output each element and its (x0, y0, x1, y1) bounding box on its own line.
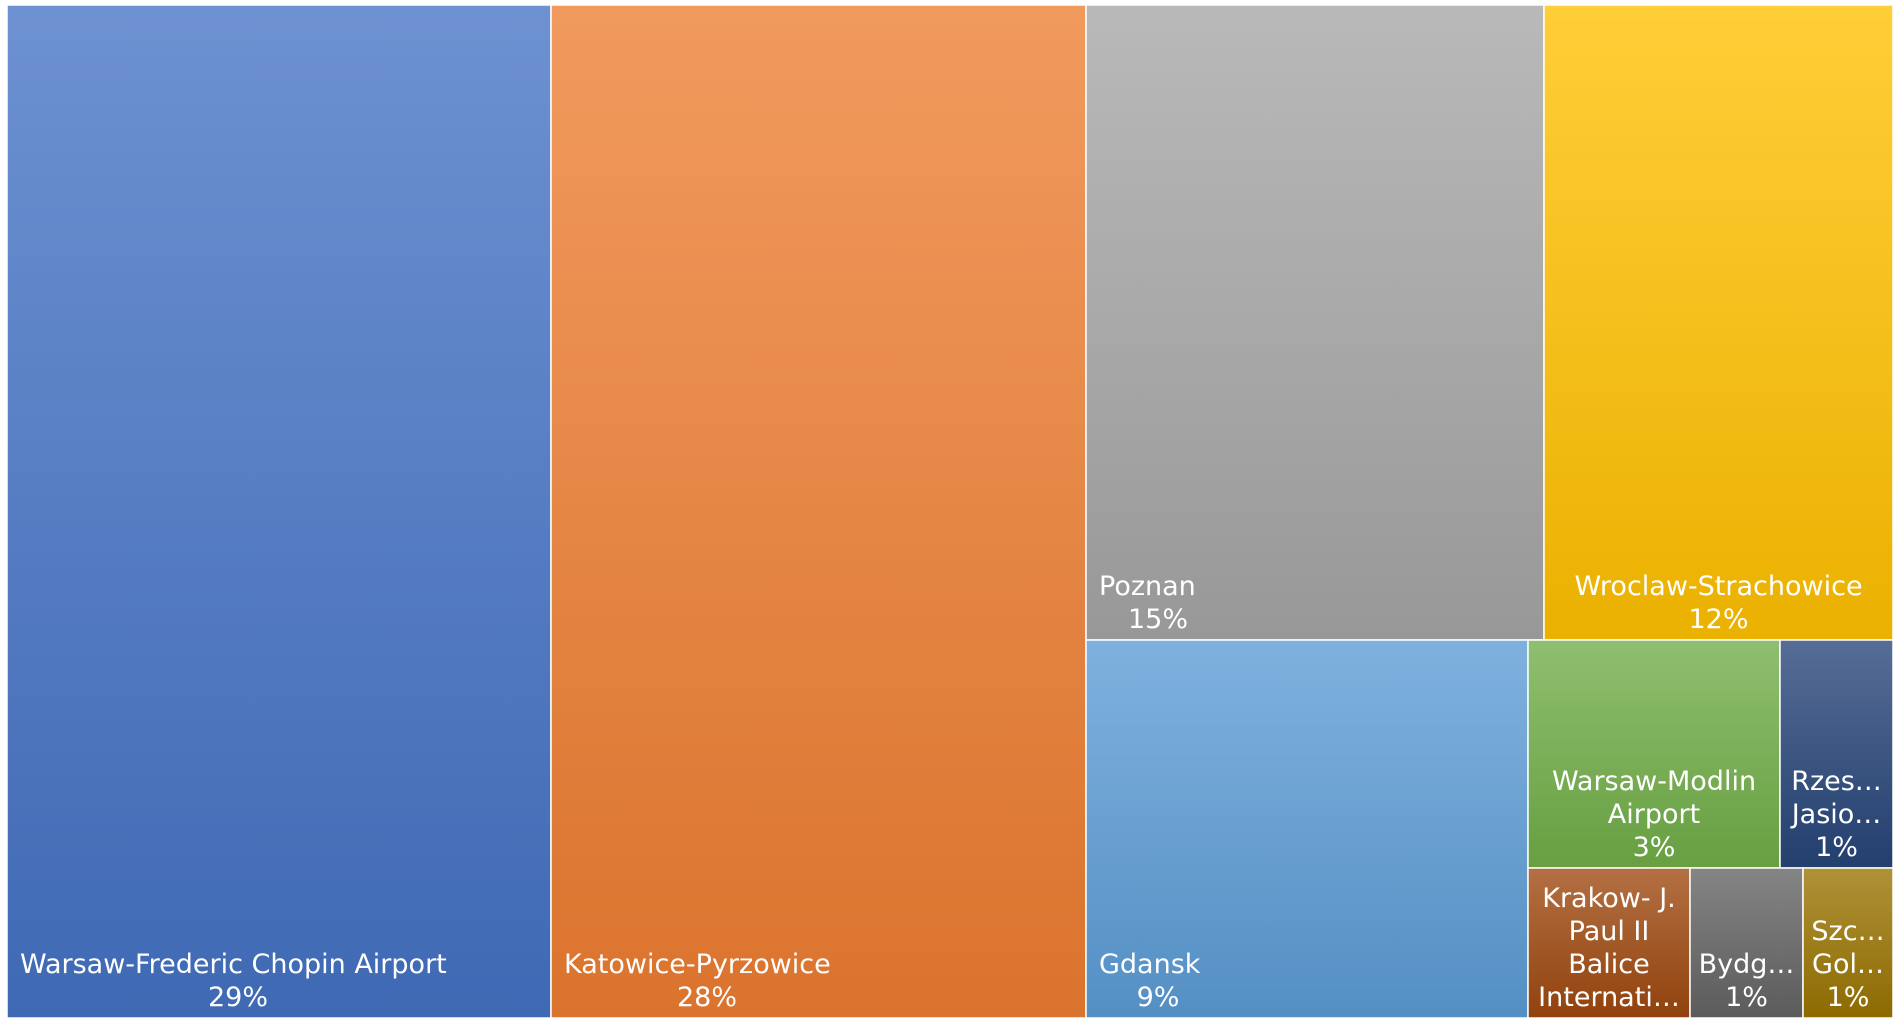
treemap-label: Jasio… (1790, 799, 1882, 830)
treemap-tile-szc-gol: Szc…Gol…1% (1802, 867, 1893, 1018)
treemap-label: Poznan (1099, 571, 1196, 602)
treemap-label: Katowice-Pyrzowice (564, 949, 831, 980)
treemap-percent-label: 9% (1137, 982, 1180, 1013)
treemap-label: Rzes… (1791, 766, 1882, 797)
treemap-percent-label: 12% (1688, 604, 1748, 635)
treemap-label: Krakow- J. (1542, 883, 1676, 914)
treemap-percent-label: 15% (1128, 604, 1188, 635)
treemap-label: Airport (1608, 799, 1700, 830)
treemap-percent-label: 29% (208, 982, 268, 1013)
treemap-label: Internati… (1538, 982, 1680, 1013)
treemap-percent-label: 3% (1633, 832, 1676, 863)
treemap-percent-label: 1% (1827, 982, 1870, 1013)
treemap-rect-katowice-pyrzowice (550, 4, 1087, 1018)
treemap-percent-label: 1% (1725, 982, 1768, 1013)
treemap-rect-warsaw-frederic-chopin-airport (6, 4, 552, 1018)
treemap-label: Gdansk (1099, 949, 1201, 980)
treemap-rect-wroclaw-strachowice (1543, 4, 1893, 641)
treemap-rect-rzes-jasio (1779, 639, 1893, 869)
treemap-tile-rzes-jasio: Rzes…Jasio…1% (1779, 639, 1893, 869)
treemap-label: Szc… (1811, 916, 1884, 947)
treemap-label: Gol… (1812, 949, 1884, 980)
treemap-label: Bydg… (1699, 949, 1795, 980)
treemap-percent-label: 1% (1815, 832, 1858, 863)
treemap-label: Warsaw-Frederic Chopin Airport (20, 949, 447, 980)
treemap-rect-warsaw-modlin-airport (1527, 639, 1781, 869)
treemap-percent-label: 28% (677, 982, 737, 1013)
treemap-rect-szc-gol (1802, 867, 1893, 1018)
treemap-rect-poznan (1085, 4, 1545, 641)
treemap-label: Wroclaw-Strachowice (1574, 571, 1862, 602)
treemap-tile-krakow-j-paul-ii-balice-internati: Krakow- J.Paul IIBaliceInternati… (1527, 867, 1691, 1018)
treemap-label: Warsaw-Modlin (1552, 766, 1756, 797)
treemap-rect-bydg (1689, 867, 1804, 1018)
treemap-rect-krakow-j-paul-ii-balice-internati (1527, 867, 1691, 1018)
treemap-rect-gdansk (1085, 639, 1529, 1018)
treemap-label: Balice (1568, 949, 1650, 980)
treemap-tile-bydg: Bydg…1% (1689, 867, 1804, 1018)
treemap-label: Paul II (1569, 916, 1650, 947)
